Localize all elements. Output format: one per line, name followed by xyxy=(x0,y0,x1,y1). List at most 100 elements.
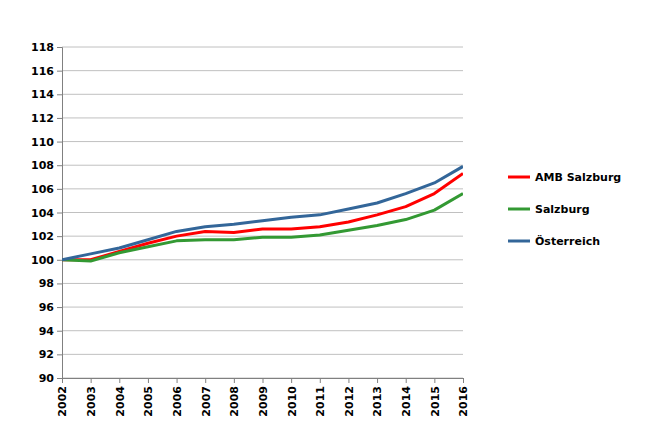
x-tick-label: 2016 xyxy=(457,386,470,417)
y-tick-label: 108 xyxy=(31,159,54,172)
x-tick-mark xyxy=(62,378,63,383)
y-tick-label: 112 xyxy=(31,112,54,125)
series-line xyxy=(62,194,463,261)
x-tick-mark xyxy=(234,378,235,383)
y-tick: 92 xyxy=(39,348,62,361)
y-tick-label: 106 xyxy=(31,183,54,196)
x-tick-mark xyxy=(177,378,178,383)
x-tick-mark xyxy=(348,378,349,383)
legend-label: Österreich xyxy=(535,234,600,248)
x-tick-mark xyxy=(205,378,206,383)
x-tick: 2009 xyxy=(257,378,270,417)
x-tick: 2004 xyxy=(114,378,127,417)
x-tick: 2007 xyxy=(200,378,213,417)
x-tick: 2010 xyxy=(285,378,298,417)
grid-line xyxy=(62,354,463,355)
y-tick-label: 92 xyxy=(39,348,54,361)
grid-line xyxy=(62,283,463,284)
x-tick-label: 2003 xyxy=(85,386,98,417)
x-tick-label: 2009 xyxy=(257,386,270,417)
x-tick-mark xyxy=(119,378,120,383)
y-tick: 98 xyxy=(39,277,62,290)
x-tick-mark xyxy=(434,378,435,383)
grid-line xyxy=(62,141,463,142)
x-axis-line xyxy=(63,379,464,384)
y-tick: 96 xyxy=(39,301,62,314)
y-tick-mark xyxy=(57,260,62,261)
x-tick-mark xyxy=(320,378,321,383)
y-tick: 116 xyxy=(31,65,62,78)
y-tick: 104 xyxy=(31,207,62,220)
x-tick: 2005 xyxy=(142,378,155,417)
grid-line xyxy=(62,330,463,331)
y-tick: 94 xyxy=(39,325,62,338)
legend-swatch xyxy=(508,208,530,211)
y-tick-mark xyxy=(57,331,62,332)
y-tick-mark xyxy=(57,71,62,72)
x-tick: 2003 xyxy=(85,378,98,417)
x-tick: 2008 xyxy=(228,378,241,417)
y-tick-label: 102 xyxy=(31,230,54,243)
y-tick-label: 118 xyxy=(31,41,54,54)
y-tick-label: 104 xyxy=(31,207,54,220)
y-tick-mark xyxy=(57,378,62,379)
y-tick-mark xyxy=(57,47,62,48)
x-tick-label: 2015 xyxy=(429,386,442,417)
legend-label: Salzburg xyxy=(535,203,590,216)
y-tick-label: 96 xyxy=(39,301,55,314)
y-tick-mark xyxy=(57,354,62,355)
grid-line xyxy=(62,117,463,118)
y-tick: 110 xyxy=(31,136,62,149)
y-tick: 90 xyxy=(39,372,62,385)
x-axis: 2002 2003 2004 2005 2006 2007 2008 2009 2010 2011… xyxy=(56,378,470,417)
y-tick-label: 114 xyxy=(31,88,54,101)
x-tick: 2011 xyxy=(314,378,327,417)
grid-line xyxy=(62,70,463,71)
y-tick-label: 98 xyxy=(39,277,54,290)
grid-line xyxy=(62,188,463,189)
x-tick-mark xyxy=(463,378,464,383)
x-tick-label: 2004 xyxy=(114,386,127,417)
x-tick: 2016 xyxy=(457,378,470,417)
y-tick-label: 94 xyxy=(39,325,55,338)
grid-line xyxy=(62,259,463,260)
grid xyxy=(62,47,463,378)
x-tick-mark xyxy=(377,378,378,383)
x-tick-label: 2011 xyxy=(314,386,327,417)
y-tick: 118 xyxy=(31,41,62,54)
y-axis-line xyxy=(57,48,63,379)
x-tick-label: 2010 xyxy=(285,386,298,417)
grid-line xyxy=(62,47,463,48)
x-tick-label: 2005 xyxy=(142,386,155,417)
y-tick-mark xyxy=(57,283,62,284)
x-tick: 2015 xyxy=(429,378,442,417)
legend: AMB SalzburgSalzburgÖsterreich xyxy=(508,171,621,248)
grid-line xyxy=(62,94,463,95)
y-tick: 102 xyxy=(31,230,62,243)
chart: 90 92 94 96 98 100 102 104 106 108 110 112 114 116 118… xyxy=(0,0,669,432)
x-tick: 2006 xyxy=(171,378,184,417)
x-tick-label: 2006 xyxy=(171,386,184,417)
y-tick-mark xyxy=(57,213,62,214)
y-tick-mark xyxy=(57,307,62,308)
y-tick-mark xyxy=(57,189,62,190)
x-tick-mark xyxy=(291,378,292,383)
x-tick-label: 2013 xyxy=(371,386,384,417)
y-tick-mark xyxy=(57,165,62,166)
x-tick-mark xyxy=(263,378,264,383)
x-tick: 2014 xyxy=(400,378,413,417)
x-tick: 2002 xyxy=(56,378,69,417)
y-tick: 100 xyxy=(31,254,62,267)
x-tick-label: 2002 xyxy=(56,386,69,417)
x-tick-mark xyxy=(91,378,92,383)
lines xyxy=(62,166,463,261)
x-tick: 2013 xyxy=(371,378,384,417)
y-tick-mark xyxy=(57,142,62,143)
x-tick-label: 2014 xyxy=(400,386,413,417)
y-tick-label: 116 xyxy=(31,65,54,78)
legend-swatch xyxy=(508,240,530,243)
grid-line xyxy=(62,165,463,166)
y-tick: 108 xyxy=(31,159,62,172)
x-tick-label: 2012 xyxy=(343,386,356,417)
x-tick-label: 2007 xyxy=(200,386,213,417)
